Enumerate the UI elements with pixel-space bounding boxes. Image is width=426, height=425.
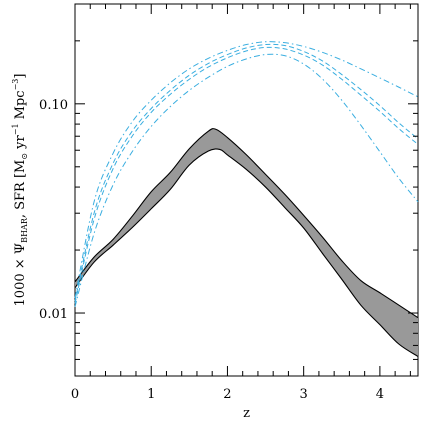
y-tick-label: 0.01 [39, 307, 68, 322]
x-tick-label: 3 [300, 387, 308, 402]
y-label-close: ] [13, 74, 28, 79]
y-tick-label: 0.10 [39, 98, 68, 113]
y-label-mid: , SFR [M [13, 160, 28, 219]
tick-layer: 0 1 2 3 4 0.01 0.10 [39, 3, 418, 402]
y-label-exp3: −3 [11, 79, 20, 91]
bhar-band-upper-edge [74, 128, 419, 319]
y-label-exp1: −1 [11, 123, 20, 135]
x-tick-label: 4 [376, 387, 384, 402]
plot-area: 0 1 2 3 4 0.01 0.10 [39, 3, 419, 402]
y-label-yr: yr [13, 134, 28, 152]
x-tick-label: 2 [223, 387, 231, 402]
x-tick-label: 0 [71, 387, 79, 402]
y-label-subscript: BHAR [20, 217, 29, 243]
sfr-curve-2 [74, 43, 419, 302]
sfr-curve-1 [74, 41, 419, 299]
x-axis-label: z [243, 406, 250, 421]
series-layer [74, 41, 419, 308]
x-tick-label: 1 [147, 387, 155, 402]
y-axis-label: 1000 × ΨBHAR, SFR [M⊙ yr−1 Mpc−3] [11, 74, 29, 307]
y-label-mpc: Mpc [13, 90, 28, 123]
plot-frame [74, 3, 419, 377]
sfr-curve-3 [74, 46, 419, 304]
y-label-sun: ⊙ [20, 153, 29, 160]
sfr-curve-4 [74, 53, 419, 308]
bhar-band-lower-edge [74, 148, 419, 357]
bhar-band-fill [75, 128, 418, 357]
y-label-prefix: 1000 × Ψ [13, 243, 28, 307]
band-layer [74, 128, 419, 357]
